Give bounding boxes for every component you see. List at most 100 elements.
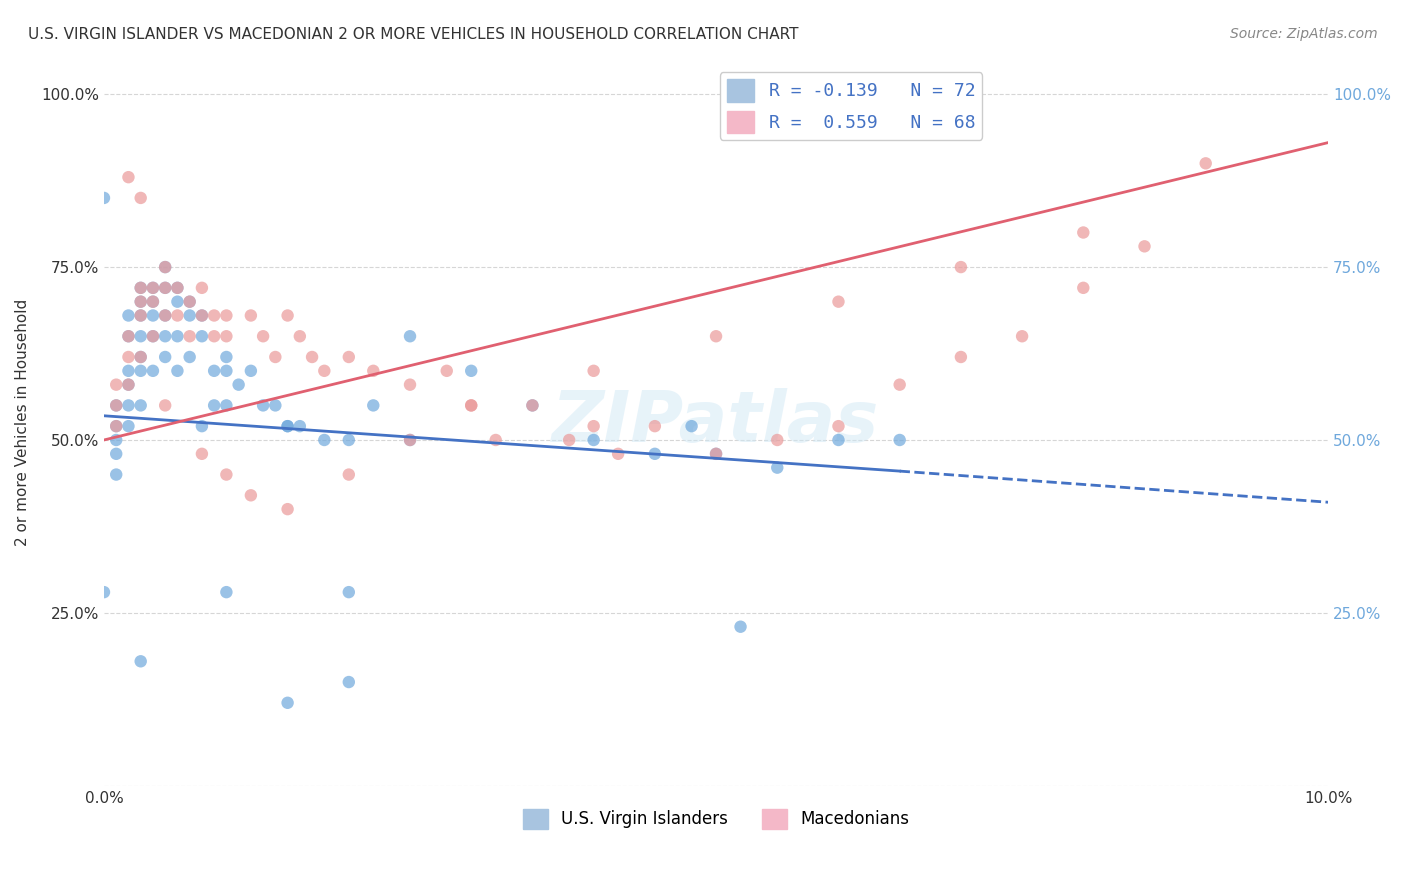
Point <box>105 419 128 434</box>
Point <box>153 281 176 295</box>
Point <box>215 329 238 343</box>
Point <box>1071 281 1094 295</box>
Point <box>215 350 238 364</box>
Point <box>681 419 703 434</box>
Legend: U.S. Virgin Islanders, Macedonians: U.S. Virgin Islanders, Macedonians <box>516 802 915 836</box>
Point <box>704 447 727 461</box>
Point <box>153 260 176 274</box>
Point <box>153 350 176 364</box>
Point <box>288 419 311 434</box>
Point <box>1071 226 1094 240</box>
Point <box>252 329 274 343</box>
Point <box>582 419 605 434</box>
Point <box>105 377 128 392</box>
Point <box>117 377 139 392</box>
Point <box>239 488 262 502</box>
Point <box>191 329 214 343</box>
Point <box>166 281 188 295</box>
Point <box>582 433 605 447</box>
Point <box>277 502 299 516</box>
Point <box>142 294 165 309</box>
Point <box>277 419 299 434</box>
Point <box>202 329 225 343</box>
Point <box>301 350 323 364</box>
Point <box>1011 329 1033 343</box>
Point <box>129 364 152 378</box>
Point <box>337 433 360 447</box>
Point <box>264 398 287 412</box>
Point <box>129 350 152 364</box>
Point <box>277 309 299 323</box>
Point <box>889 377 911 392</box>
Point <box>399 329 422 343</box>
Point <box>166 309 188 323</box>
Point <box>153 309 176 323</box>
Point <box>644 419 666 434</box>
Point <box>142 309 165 323</box>
Point <box>191 281 214 295</box>
Point <box>142 329 165 343</box>
Y-axis label: 2 or more Vehicles in Household: 2 or more Vehicles in Household <box>15 299 30 546</box>
Point <box>215 364 238 378</box>
Point <box>239 364 262 378</box>
Point <box>239 309 262 323</box>
Point <box>522 398 544 412</box>
Point <box>153 281 176 295</box>
Point <box>179 329 201 343</box>
Point <box>277 696 299 710</box>
Point <box>153 309 176 323</box>
Point <box>889 433 911 447</box>
Point <box>949 350 972 364</box>
Text: Source: ZipAtlas.com: Source: ZipAtlas.com <box>1230 27 1378 41</box>
Point <box>361 364 384 378</box>
Point <box>704 447 727 461</box>
Point <box>827 419 849 434</box>
Point <box>202 364 225 378</box>
Point <box>105 433 128 447</box>
Point <box>142 364 165 378</box>
Point <box>142 281 165 295</box>
Point <box>153 329 176 343</box>
Point <box>166 281 188 295</box>
Point <box>191 309 214 323</box>
Point <box>129 654 152 668</box>
Point <box>142 281 165 295</box>
Point <box>117 170 139 185</box>
Point <box>766 460 789 475</box>
Point <box>314 364 336 378</box>
Point <box>129 281 152 295</box>
Point <box>191 309 214 323</box>
Point <box>558 433 581 447</box>
Point <box>399 433 422 447</box>
Point <box>215 309 238 323</box>
Point <box>644 447 666 461</box>
Point <box>949 260 972 274</box>
Point <box>105 467 128 482</box>
Point <box>153 260 176 274</box>
Point <box>166 329 188 343</box>
Point <box>436 364 458 378</box>
Point <box>215 467 238 482</box>
Point <box>337 467 360 482</box>
Point <box>117 377 139 392</box>
Point <box>228 377 250 392</box>
Point <box>337 585 360 599</box>
Point <box>179 309 201 323</box>
Point <box>105 398 128 412</box>
Point <box>129 191 152 205</box>
Text: U.S. VIRGIN ISLANDER VS MACEDONIAN 2 OR MORE VEHICLES IN HOUSEHOLD CORRELATION C: U.S. VIRGIN ISLANDER VS MACEDONIAN 2 OR … <box>28 27 799 42</box>
Point <box>215 398 238 412</box>
Point <box>129 294 152 309</box>
Point <box>827 433 849 447</box>
Point <box>1133 239 1156 253</box>
Point <box>460 398 482 412</box>
Point <box>117 419 139 434</box>
Point <box>166 294 188 309</box>
Point <box>179 350 201 364</box>
Point <box>129 309 152 323</box>
Point <box>460 364 482 378</box>
Point <box>264 350 287 364</box>
Point <box>399 433 422 447</box>
Point <box>314 433 336 447</box>
Point <box>129 309 152 323</box>
